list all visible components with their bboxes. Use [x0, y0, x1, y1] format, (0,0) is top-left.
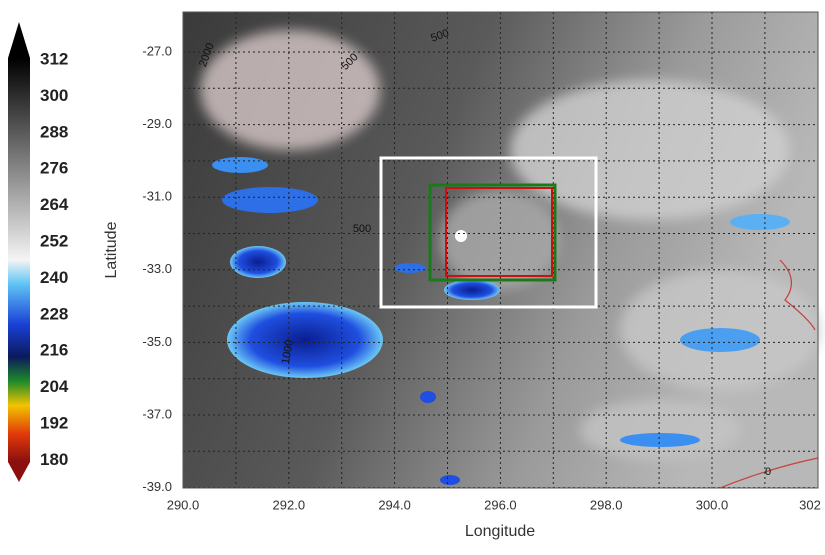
colorbar-label: 264 — [40, 195, 69, 214]
colorbar-bottom-arrow — [8, 462, 30, 482]
y-tick-label: -39.0 — [142, 479, 172, 494]
colorbar-label: 192 — [40, 413, 68, 432]
colorbar-label: 180 — [40, 450, 68, 469]
green-domain-box — [428, 183, 557, 282]
map-frame — [182, 11, 819, 489]
colorbar-label: 312 — [40, 49, 68, 68]
colorbar-label: 300 — [40, 86, 68, 105]
cloud-tops — [200, 30, 820, 460]
y-tick-label: -27.0 — [142, 43, 172, 58]
map-image — [183, 12, 820, 489]
outer-domain-box — [379, 156, 598, 309]
x-tick-label: 290.0 — [167, 497, 200, 512]
colorbar-label: 204 — [40, 377, 69, 396]
contour-label: 500 — [353, 223, 371, 235]
y-tick-label: -33.0 — [142, 261, 172, 276]
x-tick-label: 294.0 — [378, 497, 411, 512]
y-tick-label: -29.0 — [142, 116, 172, 131]
colorbar — [8, 22, 30, 482]
colorbar-labels: 312 300 288 276 264 252 240 228 216 204 192 180 — [40, 49, 69, 468]
x-tick-label: 292.0 — [273, 497, 306, 512]
colorbar-ramp — [8, 58, 30, 462]
colorbar-label: 276 — [40, 159, 68, 178]
y-tick-label: -35.0 — [142, 334, 172, 349]
x-tick-label: 296.0 — [484, 497, 517, 512]
contour-line — [719, 457, 819, 489]
contour-label: 0 — [765, 466, 771, 478]
cold-cloud-cores — [212, 157, 790, 485]
y-tick-label: -31.0 — [142, 189, 172, 204]
contour-label: 1000 — [280, 339, 296, 365]
y-tick-label: -37.0 — [142, 406, 172, 421]
contour-label: 500 — [429, 27, 450, 45]
y-axis-label: Latitude — [103, 221, 120, 278]
red-domain-box — [445, 187, 553, 277]
x-axis-label: Longitude — [465, 523, 535, 540]
axes: 290.0 292.0 294.0 296.0 298.0 300.0 302 -27.0 -2… — [142, 43, 820, 512]
colorbar-top-arrow — [8, 22, 30, 58]
x-tick-label: 302 — [799, 497, 821, 512]
colorbar-label: 240 — [40, 268, 68, 287]
colorbar-label: 288 — [40, 122, 68, 141]
x-tick-label: 300.0 — [696, 497, 729, 512]
contour-line — [779, 259, 816, 331]
colorbar-label: 228 — [40, 304, 68, 323]
marker-dot — [455, 230, 467, 242]
colorbar-label: 216 — [40, 341, 68, 360]
x-tick-label: 298.0 — [590, 497, 623, 512]
colorbar-label: 252 — [40, 231, 68, 250]
